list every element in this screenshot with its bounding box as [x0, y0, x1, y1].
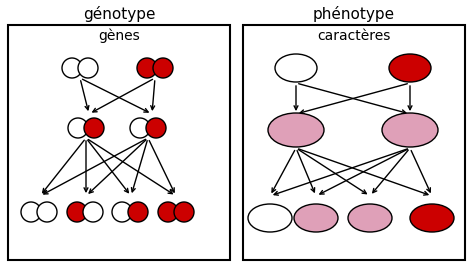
Circle shape	[78, 58, 98, 78]
Circle shape	[83, 202, 103, 222]
Circle shape	[146, 118, 166, 138]
Ellipse shape	[275, 54, 317, 82]
Text: phénotype: phénotype	[313, 6, 395, 22]
Bar	[8, 25, 230, 260]
Text: génotype: génotype	[83, 6, 155, 22]
Circle shape	[21, 202, 41, 222]
Circle shape	[153, 58, 173, 78]
Circle shape	[112, 202, 132, 222]
Bar	[243, 25, 465, 260]
Circle shape	[130, 118, 150, 138]
Circle shape	[137, 58, 157, 78]
Ellipse shape	[248, 204, 292, 232]
Text: gènes: gènes	[98, 29, 140, 43]
Text: caractères: caractères	[317, 29, 391, 43]
Circle shape	[174, 202, 194, 222]
Circle shape	[62, 58, 82, 78]
Circle shape	[68, 118, 88, 138]
Ellipse shape	[268, 113, 324, 147]
Circle shape	[37, 202, 57, 222]
Ellipse shape	[348, 204, 392, 232]
Ellipse shape	[382, 113, 438, 147]
Circle shape	[84, 118, 104, 138]
Ellipse shape	[410, 204, 454, 232]
Circle shape	[158, 202, 178, 222]
Circle shape	[67, 202, 87, 222]
Circle shape	[128, 202, 148, 222]
Ellipse shape	[294, 204, 338, 232]
Ellipse shape	[389, 54, 431, 82]
